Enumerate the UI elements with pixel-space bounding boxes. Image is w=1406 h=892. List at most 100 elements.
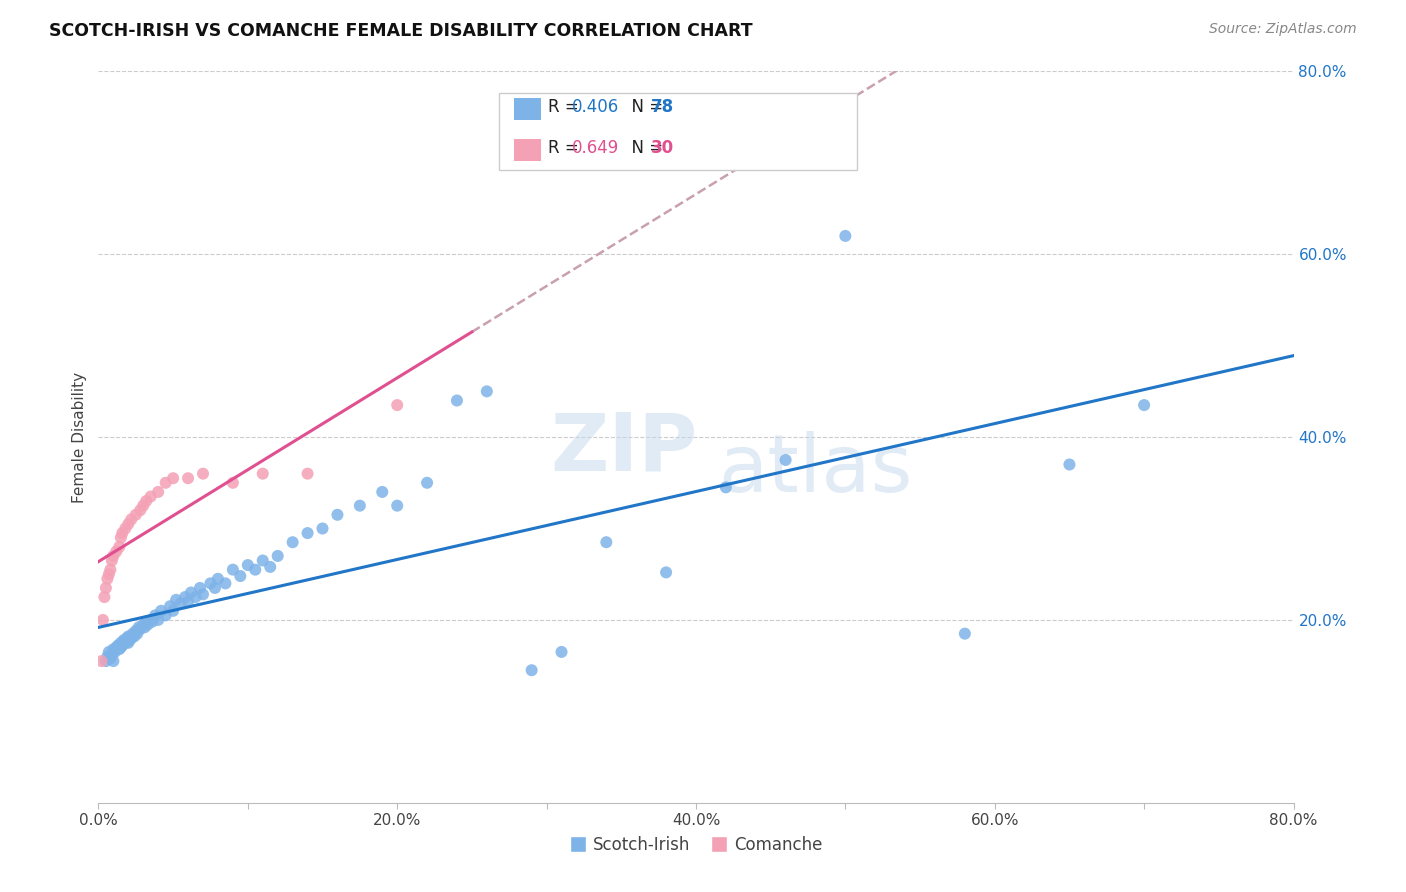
- Point: [114, 521, 136, 535]
- Point: [127, 626, 149, 640]
- Point: [132, 617, 155, 632]
- Point: [129, 622, 152, 636]
- Point: [229, 569, 252, 583]
- Point: [159, 599, 181, 614]
- Point: [108, 540, 131, 554]
- Point: [129, 503, 152, 517]
- Point: [385, 398, 409, 412]
- Point: [132, 499, 155, 513]
- Point: [214, 576, 236, 591]
- Point: [139, 613, 162, 627]
- Point: [446, 393, 468, 408]
- Point: [98, 563, 122, 577]
- Text: 0.649: 0.649: [572, 138, 619, 157]
- Text: ZIP: ZIP: [551, 409, 697, 487]
- Point: [97, 645, 120, 659]
- Point: [124, 629, 146, 643]
- Point: [150, 604, 173, 618]
- Y-axis label: Female Disability: Female Disability: [72, 371, 87, 503]
- Point: [204, 581, 226, 595]
- Point: [134, 620, 156, 634]
- Point: [200, 576, 222, 591]
- Point: [252, 553, 274, 567]
- Point: [155, 608, 177, 623]
- Point: [110, 531, 132, 545]
- Point: [112, 633, 135, 648]
- Point: [105, 544, 128, 558]
- Point: [93, 590, 115, 604]
- Point: [191, 467, 214, 481]
- Point: [155, 475, 177, 490]
- Point: [125, 508, 148, 522]
- Point: [110, 640, 132, 655]
- Point: [97, 567, 120, 582]
- Point: [416, 475, 439, 490]
- Point: [775, 453, 797, 467]
- Text: atlas: atlas: [718, 431, 912, 509]
- Point: [174, 590, 197, 604]
- Point: [94, 581, 117, 595]
- Point: [105, 640, 128, 655]
- Point: [550, 645, 572, 659]
- Point: [96, 649, 118, 664]
- Text: N =: N =: [620, 98, 668, 117]
- Point: [188, 581, 211, 595]
- Point: [311, 521, 333, 535]
- Point: [169, 597, 191, 611]
- Point: [281, 535, 304, 549]
- Legend: Scotch-Irish, Comanche: Scotch-Irish, Comanche: [562, 829, 830, 860]
- Point: [148, 485, 170, 500]
- Point: [111, 526, 134, 541]
- Point: [120, 512, 142, 526]
- Text: 30: 30: [651, 138, 673, 157]
- Point: [98, 651, 122, 665]
- Point: [121, 626, 143, 640]
- Point: [91, 613, 114, 627]
- Point: [96, 572, 118, 586]
- Bar: [515, 138, 541, 161]
- Point: [191, 587, 214, 601]
- Point: [180, 585, 202, 599]
- Text: R =: R =: [548, 138, 583, 157]
- Point: [297, 526, 319, 541]
- Point: [349, 499, 371, 513]
- Text: 78: 78: [651, 98, 673, 117]
- Point: [297, 467, 319, 481]
- Bar: [515, 98, 541, 120]
- Point: [128, 620, 150, 634]
- Point: [118, 633, 141, 648]
- Text: R =: R =: [548, 98, 583, 117]
- Point: [101, 648, 124, 662]
- Point: [103, 642, 125, 657]
- Point: [139, 490, 162, 504]
- Point: [252, 467, 274, 481]
- Point: [117, 516, 139, 531]
- Point: [117, 629, 139, 643]
- Point: [595, 535, 617, 549]
- Point: [1059, 458, 1081, 472]
- Point: [107, 639, 129, 653]
- Point: [267, 549, 290, 563]
- Point: [177, 471, 200, 485]
- Point: [207, 572, 229, 586]
- Text: N =: N =: [620, 138, 668, 157]
- Point: [135, 494, 157, 508]
- Point: [104, 645, 127, 659]
- Point: [177, 594, 200, 608]
- Point: [110, 636, 132, 650]
- Point: [165, 592, 187, 607]
- Point: [114, 636, 136, 650]
- Point: [385, 499, 409, 513]
- Point: [136, 617, 159, 632]
- Point: [90, 654, 112, 668]
- Point: [115, 632, 138, 646]
- Point: [162, 471, 184, 485]
- Point: [120, 632, 142, 646]
- Point: [953, 626, 976, 640]
- Point: [108, 642, 131, 657]
- Point: [94, 654, 117, 668]
- Point: [143, 608, 166, 623]
- Point: [148, 613, 170, 627]
- Point: [475, 384, 498, 399]
- Point: [1133, 398, 1156, 412]
